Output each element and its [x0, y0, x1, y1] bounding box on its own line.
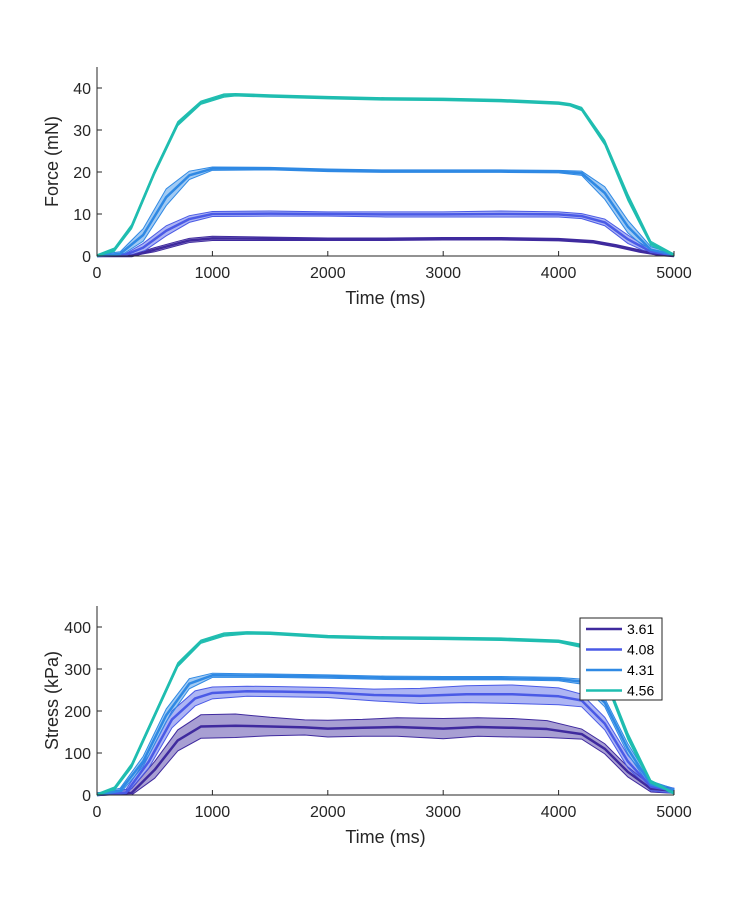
y-tick-label: 400 — [64, 620, 91, 637]
y-tick-label: 200 — [64, 704, 91, 721]
force-lines — [96, 93, 675, 258]
y-tick-label: 0 — [82, 249, 91, 266]
y-tick-label: 300 — [64, 662, 91, 679]
series-line-3 — [96, 674, 675, 797]
y-tick-label: 40 — [73, 81, 91, 98]
stress-x-axis-label: Time (ms) — [345, 827, 425, 847]
stress-panel: 0 1000 2000 3000 4000 5000 0 100 200 300 400 Time … — [42, 606, 692, 847]
x-tick-label: 2000 — [310, 265, 346, 282]
legend-box — [579, 617, 663, 701]
force-ticks: 0 1000 2000 3000 4000 5000 0 10 20 30 40 — [73, 81, 692, 282]
x-tick-label: 3000 — [425, 804, 461, 821]
x-tick-label: 0 — [93, 265, 102, 282]
series-line-1 — [96, 724, 675, 797]
x-tick-label: 4000 — [541, 265, 577, 282]
stress-ticks: 0 1000 2000 3000 4000 5000 0 100 200 300 400 — [64, 620, 692, 821]
legend-label-4: 4.56 — [627, 683, 654, 699]
force-x-axis-label: Time (ms) — [345, 288, 425, 308]
series-line-2 — [96, 212, 675, 258]
x-tick-label: 5000 — [656, 265, 692, 282]
legend-label-3: 4.31 — [627, 662, 654, 678]
x-tick-label: 5000 — [656, 804, 692, 821]
force-axes — [96, 67, 674, 257]
y-tick-label: 30 — [73, 123, 91, 140]
legend-label-1: 3.61 — [627, 621, 654, 637]
legend-entries: 3.61 4.08 4.31 4.56 — [586, 621, 654, 699]
series-line-1 — [97, 237, 675, 258]
legend-label-2: 4.08 — [627, 642, 654, 658]
x-tick-label: 0 — [93, 804, 102, 821]
y-tick-label: 0 — [82, 788, 91, 805]
series-line-3 — [96, 167, 675, 258]
stress-axes — [96, 606, 674, 796]
legend: 3.61 4.08 4.31 4.56 — [579, 617, 663, 701]
x-tick-label: 4000 — [541, 804, 577, 821]
series-line-2 — [96, 690, 675, 797]
y-tick-label: 100 — [64, 746, 91, 763]
x-tick-label: 2000 — [310, 804, 346, 821]
y-tick-label: 20 — [73, 165, 91, 182]
stress-lines — [96, 631, 675, 797]
x-tick-label: 1000 — [195, 265, 231, 282]
series-line-4 — [96, 93, 675, 258]
x-tick-label: 1000 — [195, 804, 231, 821]
stress-y-axis-label: Stress (kPa) — [42, 651, 62, 750]
y-tick-label: 10 — [73, 207, 91, 224]
force-panel: 0 1000 2000 3000 4000 5000 0 10 20 30 40 Time (ms)… — [42, 67, 692, 308]
x-tick-label: 3000 — [425, 265, 461, 282]
force-y-axis-label: Force (mN) — [42, 116, 62, 207]
